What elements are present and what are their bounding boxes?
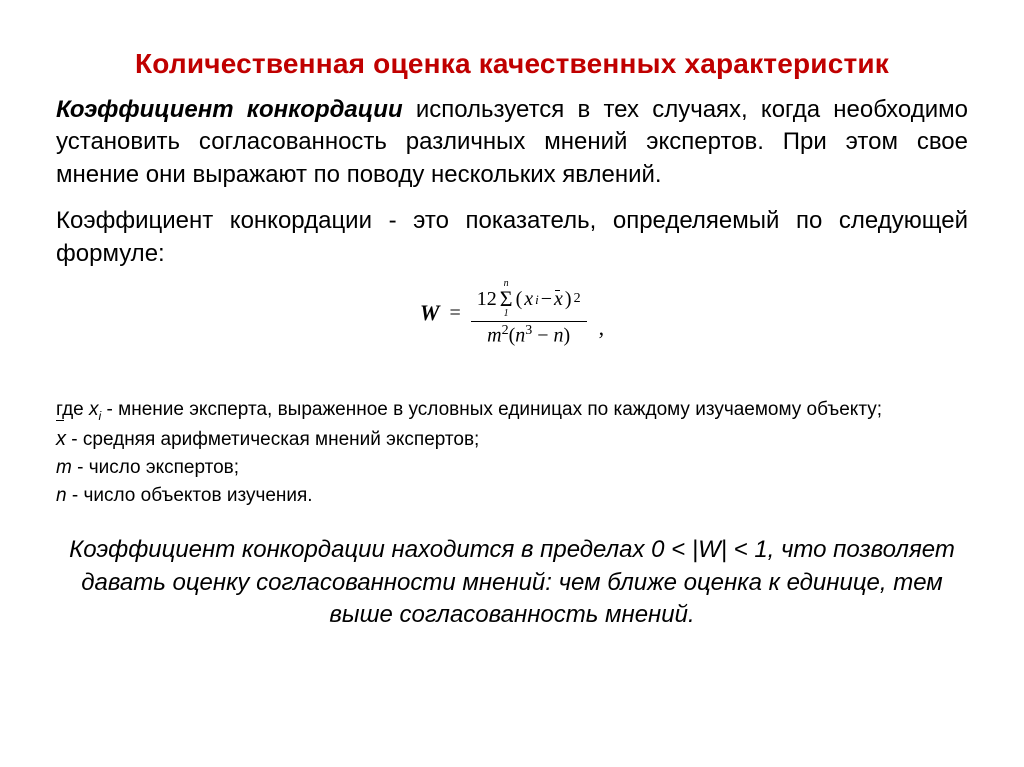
legend-m-sym: m xyxy=(56,457,72,478)
minus: − xyxy=(541,289,552,310)
var-xi-i: i xyxy=(535,293,539,307)
den-close: ) xyxy=(564,325,571,347)
legend-n: n - число объектов изучения. xyxy=(56,483,968,509)
legend-m-text: - число экспертов; xyxy=(72,457,239,478)
num-twelve: 12 xyxy=(477,289,497,310)
sum-symbol: n Σ 1 xyxy=(500,280,513,319)
legend-n-sym: n xyxy=(56,485,67,506)
formula-denominator: m2(n3 − n) xyxy=(481,322,576,347)
term-concordance: Коэффициент конкордации xyxy=(56,96,403,123)
formula-lhs: W xyxy=(420,300,440,326)
legend-m: m - число экспертов; xyxy=(56,455,968,481)
legend-xi-x: x xyxy=(89,399,99,420)
var-xi-x: x xyxy=(524,289,533,310)
paragraph-definition: Коэффициент конкордации - это показатель… xyxy=(56,205,968,270)
legend-xi-text: - мнение эксперта, выраженное в условных… xyxy=(101,399,882,420)
formula: W = 12 n Σ 1 ( xi − x )2 m2(n3 xyxy=(56,280,968,347)
den-m-sup: 2 xyxy=(502,323,509,338)
formula-fraction: 12 n Σ 1 ( xi − x )2 m2(n3 − n) xyxy=(471,280,587,347)
paren-close: ) xyxy=(565,289,572,310)
sum-sigma: Σ xyxy=(500,288,513,310)
slide-document: Количественная оценка качественных харак… xyxy=(0,0,1024,767)
var-xbar: x xyxy=(554,289,563,310)
formula-equals: = xyxy=(449,302,460,325)
exp-2: 2 xyxy=(574,292,581,307)
legend-xbar-text: - средняя арифметическая мнений эксперто… xyxy=(71,429,479,450)
legend-xi: где xi - мнение эксперта, выраженное в у… xyxy=(56,397,968,424)
den-n2: n xyxy=(554,325,564,347)
legend-where: где xyxy=(56,399,89,420)
den-m: m xyxy=(487,325,501,347)
den-n1: n xyxy=(515,325,525,347)
legend-xbar: x - средняя арифметическая мнений экспер… xyxy=(56,426,968,453)
sum-lower: 1 xyxy=(504,310,509,319)
legend-block: где xi - мнение эксперта, выраженное в у… xyxy=(56,397,968,509)
formula-numerator: 12 n Σ 1 ( xi − x )2 xyxy=(471,280,587,322)
legend-n-text: - число объектов изучения. xyxy=(67,485,313,506)
legend-xbar-sym: x xyxy=(56,426,66,453)
paragraph-intro: Коэффициент конкордации используется в т… xyxy=(56,94,968,191)
formula-comma: , xyxy=(597,315,605,341)
slide-title: Количественная оценка качественных харак… xyxy=(56,48,968,80)
paren-open: ( xyxy=(516,289,523,310)
paragraph-conclusion: Коэффициент конкордации находится в пред… xyxy=(56,534,968,631)
den-minus: − xyxy=(532,325,553,347)
